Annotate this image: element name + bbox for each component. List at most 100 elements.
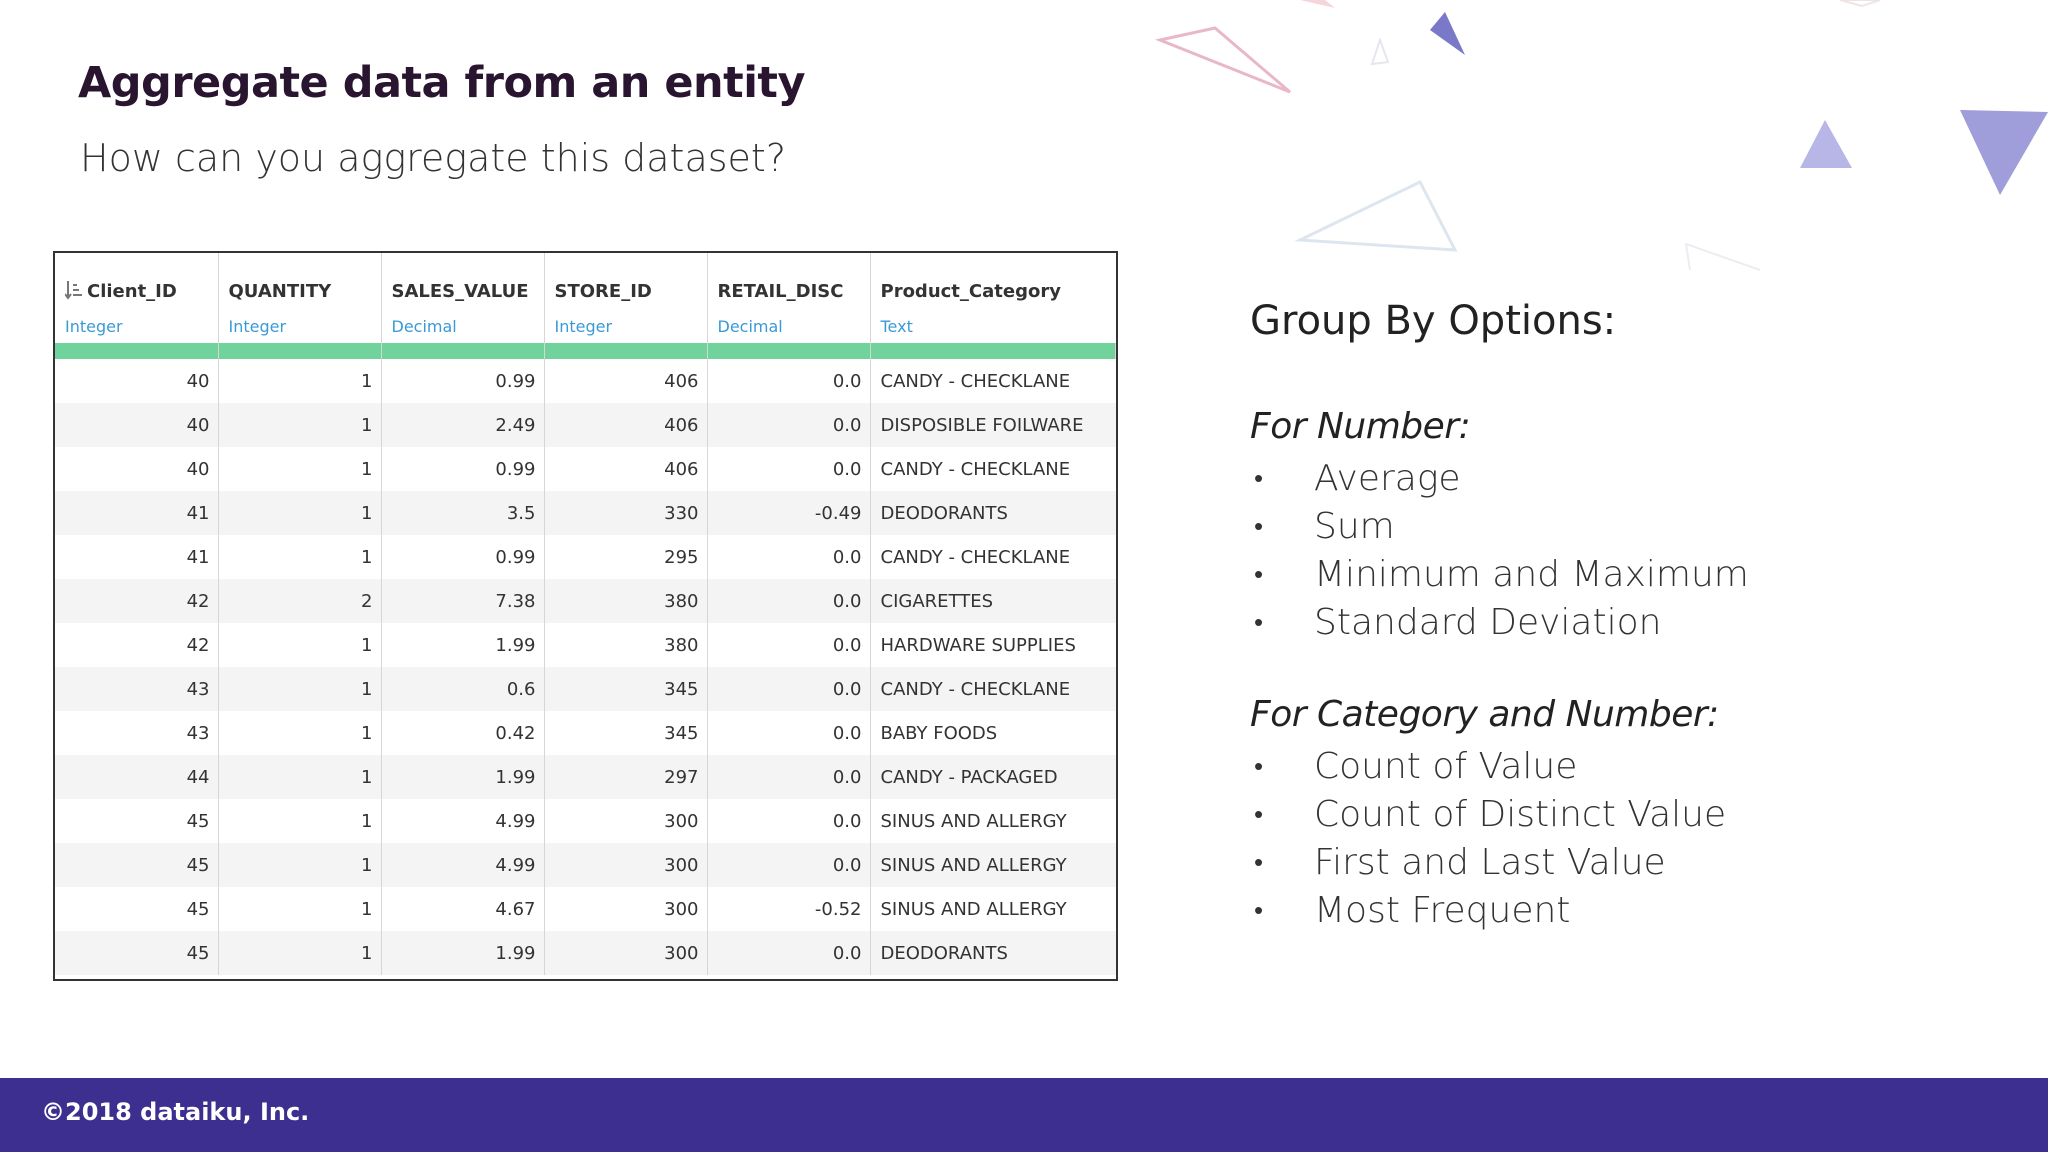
column-name: STORE_ID [554,280,652,302]
table-cell[interactable]: 45 [55,799,219,843]
table-cell[interactable]: 1 [218,623,382,667]
table-cell[interactable]: 4.67 [381,887,545,931]
table-cell[interactable]: 345 [544,711,708,755]
table-cell[interactable]: 1 [218,667,382,711]
column-header[interactable]: QUANTITY [218,253,382,313]
table-cell[interactable]: CANDY - CHECKLANE [880,546,1071,568]
table-cell[interactable]: 1 [218,799,382,843]
table-cell[interactable]: 40 [55,359,219,403]
table-cell[interactable]: 300 [544,931,708,975]
table-cell[interactable]: 1 [218,403,382,447]
table-cell[interactable]: 1 [218,931,382,975]
table-cell[interactable]: 406 [544,359,708,403]
table-cell[interactable]: 0.0 [707,403,871,447]
table-cell[interactable]: 2 [218,579,382,623]
table-cell[interactable]: 330 [544,491,708,535]
table-cell[interactable]: 1 [218,887,382,931]
table-cell[interactable]: 0.99 [381,359,545,403]
column-header[interactable]: Client_ID [55,253,219,313]
table-cell[interactable]: HARDWARE SUPPLIES [880,634,1076,656]
table-cell[interactable]: 1 [218,535,382,579]
table-cell[interactable]: 0.0 [707,447,871,491]
column-header[interactable]: Product_Category [870,253,1116,313]
table-cell[interactable]: 1.99 [381,623,545,667]
table-cell[interactable]: CANDY - CHECKLANE [880,458,1071,480]
table-cell[interactable]: SINUS AND ALLERGY [880,810,1067,832]
table-cell[interactable]: DEODORANTS [870,931,1116,975]
table-cell[interactable]: 0.0 [707,359,871,403]
table-cell[interactable]: 300 [544,887,708,931]
table-cell[interactable]: 1 [218,359,382,403]
table-cell[interactable]: 45 [55,887,219,931]
table-cell[interactable]: 45 [55,931,219,975]
table-cell[interactable]: 0.0 [707,711,871,755]
sort-icon[interactable] [65,280,83,300]
table-cell[interactable]: 0.42 [381,711,545,755]
table-cell[interactable]: 3.5 [381,491,545,535]
column-name: QUANTITY [228,280,332,302]
table-cell[interactable]: 45 [55,843,219,887]
table-cell[interactable]: 1.99 [381,755,545,799]
table-row: 45 1 4.99 300 0.0 SINUS AND ALLERGY [55,799,1116,843]
table-cell[interactable]: 40 [55,403,219,447]
table-cell[interactable]: 7.38 [381,579,545,623]
table-cell[interactable]: 1 [218,711,382,755]
table-cell[interactable]: 0.0 [707,843,871,887]
table-cell[interactable]: 406 [544,447,708,491]
table-cell[interactable]: 4.99 [381,799,545,843]
table-cell[interactable]: 1.99 [381,931,545,975]
option-label: Count of Value [1314,745,1578,787]
table-cell[interactable]: CIGARETTES [870,579,1116,623]
table-cell[interactable]: CANDY - PACKAGED [870,755,1116,799]
column-header[interactable]: STORE_ID [544,253,708,313]
table-cell[interactable]: 43 [55,711,219,755]
column-header[interactable]: SALES_VALUE [381,253,545,313]
table-cell[interactable]: 1 [218,447,382,491]
column-header[interactable]: RETAIL_DISC [707,253,871,313]
table-cell[interactable]: SINUS AND ALLERGY [870,843,1116,887]
table-cell[interactable]: -0.49 [707,491,871,535]
table-cell[interactable]: DEODORANTS [870,491,1116,535]
column-type: Integer [544,313,708,343]
table-cell[interactable]: 300 [544,843,708,887]
table-row: 41 1 0.99 295 0.0 CANDY - CHECKLANE [55,535,1116,579]
table-cell[interactable]: 297 [544,755,708,799]
table-cell[interactable]: 406 [544,403,708,447]
table-cell[interactable]: 295 [544,535,708,579]
table-cell[interactable]: 0.0 [707,535,871,579]
table-cell[interactable]: 43 [55,667,219,711]
table-cell[interactable]: 40 [55,447,219,491]
table-cell[interactable]: SINUS AND ALLERGY [880,898,1067,920]
table-row: 42 2 7.38 380 0.0 CIGARETTES [55,579,1116,623]
table-cell[interactable]: 1 [218,491,382,535]
table-cell[interactable]: -0.52 [707,887,871,931]
table-cell[interactable]: 42 [55,579,219,623]
table-cell[interactable]: 300 [544,799,708,843]
table-cell[interactable]: 42 [55,623,219,667]
table-cell[interactable]: 345 [544,667,708,711]
table-cell[interactable]: 0.0 [707,755,871,799]
table-cell[interactable]: 0.99 [381,535,545,579]
table-cell[interactable]: 0.99 [381,447,545,491]
for-category-heading: For Category and Number: [1250,694,1719,735]
table-cell[interactable]: 4.99 [381,843,545,887]
table-cell[interactable]: 44 [55,755,219,799]
table-cell[interactable]: 0.6 [381,667,545,711]
option-item: • Sum [1250,502,1749,550]
table-cell[interactable]: CANDY - CHECKLANE [880,370,1071,392]
table-cell[interactable]: 380 [544,579,708,623]
table-cell[interactable]: 0.0 [707,623,871,667]
table-cell[interactable]: 0.0 [707,579,871,623]
table-cell[interactable]: 1 [218,755,382,799]
table-cell[interactable]: 41 [55,491,219,535]
table-cell[interactable]: 2.49 [381,403,545,447]
table-cell[interactable]: 0.0 [707,931,871,975]
table-cell[interactable]: 0.0 [707,799,871,843]
table-cell[interactable]: CANDY - CHECKLANE [870,667,1116,711]
table-cell[interactable]: 0.0 [707,667,871,711]
table-cell[interactable]: 41 [55,535,219,579]
table-cell[interactable]: 380 [544,623,708,667]
table-cell[interactable]: BABY FOODS [880,722,998,744]
table-cell[interactable]: DISPOSIBLE FOILWARE [870,403,1116,447]
table-cell[interactable]: 1 [218,843,382,887]
